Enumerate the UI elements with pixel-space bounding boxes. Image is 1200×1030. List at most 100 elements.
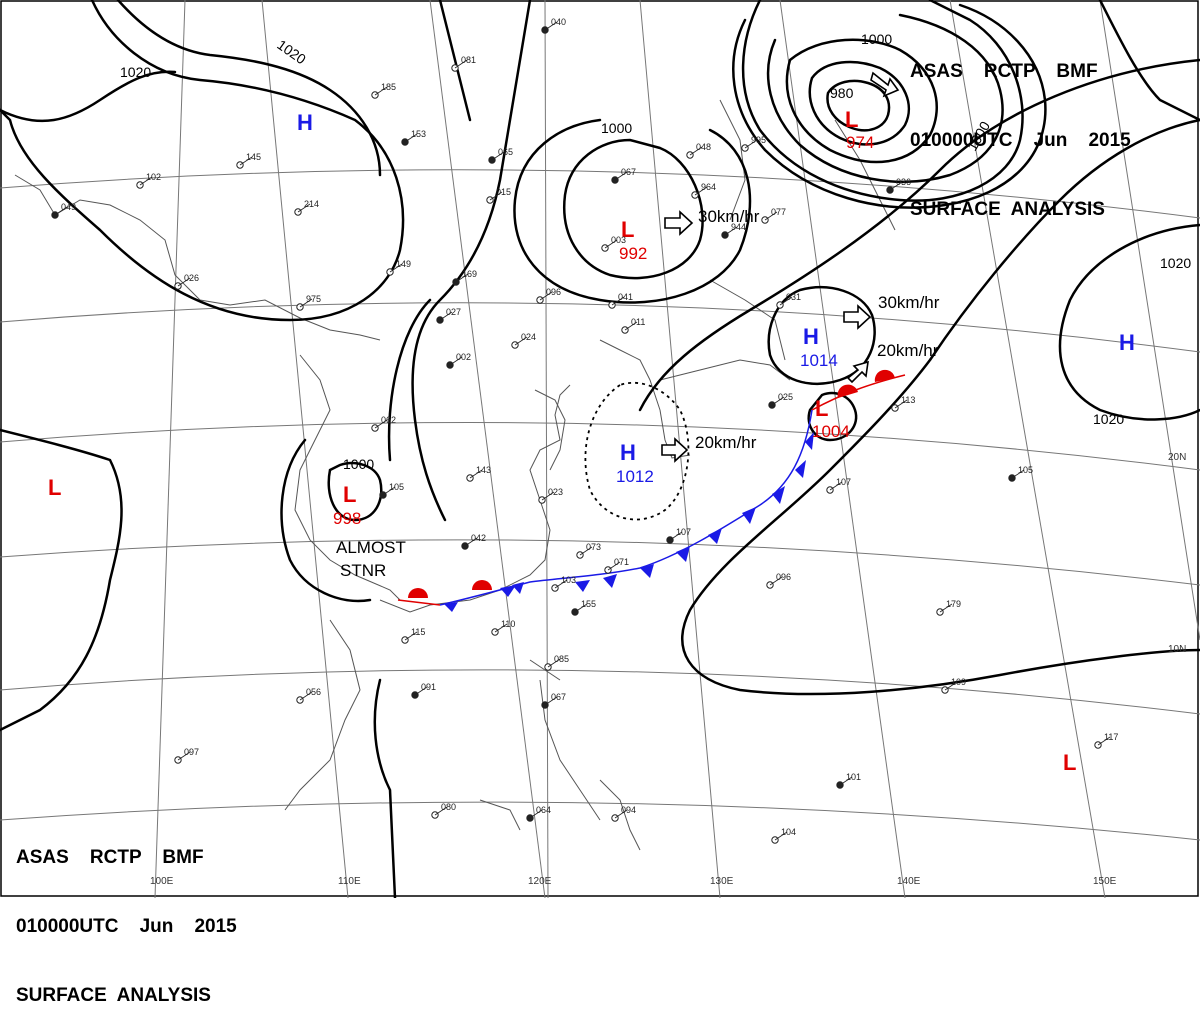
station-pressure: 179: [946, 599, 961, 609]
wind-barb: [894, 399, 908, 409]
svg-text:1020: 1020: [120, 64, 151, 80]
station-pressure: 062: [381, 415, 396, 425]
station-pressure: 094: [621, 805, 636, 815]
header-top-line3: SURFACE ANALYSIS: [910, 199, 1105, 220]
svg-text:30km/hr: 30km/hr: [878, 293, 940, 312]
low-center-value: 998: [333, 509, 361, 528]
low-center-value: 974: [846, 133, 874, 152]
wind-barb: [374, 419, 388, 429]
wind-barb: [939, 603, 953, 613]
station-pressure: 080: [441, 802, 456, 812]
station-pressure: 077: [771, 207, 786, 217]
wind-barb: [764, 211, 778, 221]
high-center-label: H: [620, 440, 636, 465]
wind-barb: [889, 181, 903, 191]
wind-barb: [579, 546, 593, 556]
wind-barb: [544, 21, 558, 31]
wind-barb: [554, 579, 568, 589]
station-pressure: 995: [751, 135, 766, 145]
wind-barb: [624, 321, 638, 331]
isobars: [0, 0, 1200, 898]
svg-text:30km/hr: 30km/hr: [698, 207, 760, 226]
wind-barb: [604, 239, 618, 249]
station-pressure: 096: [776, 572, 791, 582]
svg-text:980: 980: [830, 85, 854, 101]
station-pressure: 071: [614, 557, 629, 567]
station-pressure: 115: [411, 627, 425, 637]
wind-barb: [454, 59, 468, 69]
svg-text:1000: 1000: [861, 31, 892, 47]
svg-text:1020: 1020: [1093, 411, 1124, 427]
station-pressure: 023: [548, 487, 563, 497]
station-pressure: 153: [411, 129, 426, 139]
low-center-label: L: [343, 482, 356, 507]
wind-barb: [541, 491, 555, 501]
wind-barb: [547, 658, 561, 668]
wind-barb: [607, 561, 621, 571]
cold-front: [439, 409, 814, 612]
wind-barb: [539, 291, 553, 301]
high-center-label: H: [803, 324, 819, 349]
svg-text:STNR: STNR: [340, 561, 386, 580]
wind-barb: [544, 696, 558, 706]
wind-barb: [464, 537, 478, 547]
station-pressure: 049: [61, 202, 76, 212]
station-pressure: 042: [471, 533, 486, 543]
header-bottom: ASAS RCTP BMF 010000UTC Jun 2015 SURFACE…: [16, 800, 237, 1030]
station-pressure: 003: [611, 235, 626, 245]
station-pressure: 024: [521, 332, 536, 342]
station-pressure: 185: [381, 82, 396, 92]
station-pressure: 169: [462, 269, 477, 279]
wind-barb: [494, 623, 508, 633]
wind-barb: [839, 776, 853, 786]
wind-barb: [574, 603, 588, 613]
wind-barb: [455, 273, 469, 283]
station-pressure: 097: [184, 747, 199, 757]
station-pressure: 145: [246, 152, 261, 162]
header-top: ASAS RCTP BMF 010000UTC Jun 2015 SURFACE…: [910, 14, 1131, 244]
wind-barb: [299, 298, 313, 308]
station-pressure: 036: [896, 177, 911, 187]
station-pressure: 015: [496, 187, 511, 197]
high-center-label: H: [297, 110, 313, 135]
low-center-value: 992: [619, 244, 647, 263]
high-center-value: 1014: [800, 351, 838, 370]
station-pressure: 031: [786, 292, 801, 302]
station-pressure: 110: [501, 619, 515, 629]
station-pressure: 214: [304, 199, 319, 209]
motion-labels: 30km/hr 30km/hr 20km/hr 20km/hr ALMOST S…: [336, 207, 940, 580]
wind-barb: [829, 481, 843, 491]
wind-barb: [944, 681, 958, 691]
station-pressure: 944: [731, 222, 746, 232]
wind-barb: [771, 396, 785, 406]
wind-barb: [434, 806, 448, 816]
station-pressure: 002: [456, 352, 471, 362]
svg-text:110E: 110E: [338, 876, 361, 887]
wind-barb: [669, 531, 683, 541]
svg-text:100E: 100E: [150, 876, 174, 887]
wind-barb: [769, 576, 783, 586]
graticule: [0, 0, 1200, 898]
station-pressure: 143: [476, 465, 491, 475]
pressure-centers: H L L 992 L 974 H 1014 H 1012 L 1004 L 9…: [48, 107, 1135, 775]
wind-barb: [489, 191, 503, 201]
station-pressure: 067: [621, 167, 636, 177]
station-pressure: 117: [1104, 732, 1118, 742]
svg-text:20km/hr: 20km/hr: [695, 433, 757, 452]
wind-barb: [491, 151, 505, 161]
wind-barb: [404, 631, 418, 641]
svg-text:10N: 10N: [1168, 644, 1186, 655]
low-center-label: L: [48, 475, 61, 500]
station-pressure: 103: [561, 575, 576, 585]
station-pressure: 155: [581, 599, 596, 609]
svg-text:130E: 130E: [710, 876, 734, 887]
station-pressure: 107: [676, 527, 691, 537]
wind-barb: [177, 277, 191, 287]
warm-front: [397, 369, 906, 606]
low-center-label: L: [621, 217, 634, 242]
wind-barb: [514, 336, 528, 346]
wind-barb: [239, 156, 253, 166]
low-center-label: L: [845, 107, 858, 132]
wind-barb: [614, 171, 628, 181]
header-bottom-line3: SURFACE ANALYSIS: [16, 985, 211, 1006]
